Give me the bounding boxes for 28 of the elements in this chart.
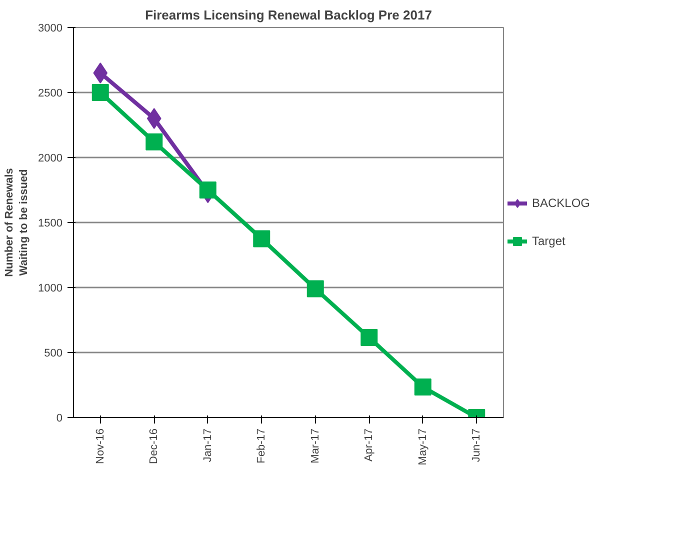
x-tick-label: Mar-17: [309, 428, 322, 464]
point: [414, 378, 432, 396]
chart-title: Firearms Licensing Renewal Backlog Pre 2017: [145, 8, 432, 22]
point: [146, 133, 163, 150]
point: [306, 280, 324, 298]
x-tick-label: Jun-17: [470, 428, 483, 462]
x-tick-label: Dec-16: [148, 428, 160, 464]
x-tick-label: Feb-17: [256, 428, 268, 464]
point: [92, 84, 109, 101]
point: [253, 230, 270, 248]
y-tick-label: 2000: [38, 152, 63, 164]
y-tick-label: 1000: [38, 282, 63, 294]
x-tick-label: May-17: [416, 428, 429, 466]
point: [199, 182, 216, 198]
y-tick-label: 3000: [38, 22, 63, 34]
y-tick-label: 1500: [38, 218, 63, 230]
y-axis-title: Number of Renewals Waiting to be issued: [4, 168, 30, 277]
point: [360, 329, 378, 346]
x-tick-label: Jan-17: [202, 428, 214, 462]
legend-label: BACKLOG: [532, 196, 590, 210]
y-tick-label: 0: [56, 412, 63, 424]
point: [93, 62, 108, 84]
x-tick-label: Apr-17: [363, 428, 376, 462]
legend-label: Target: [532, 234, 566, 248]
y-tick-label: 500: [44, 348, 63, 360]
y-tick-label: 2500: [38, 88, 63, 100]
point: [146, 108, 162, 129]
x-tick-label: Nov-16: [94, 428, 106, 464]
